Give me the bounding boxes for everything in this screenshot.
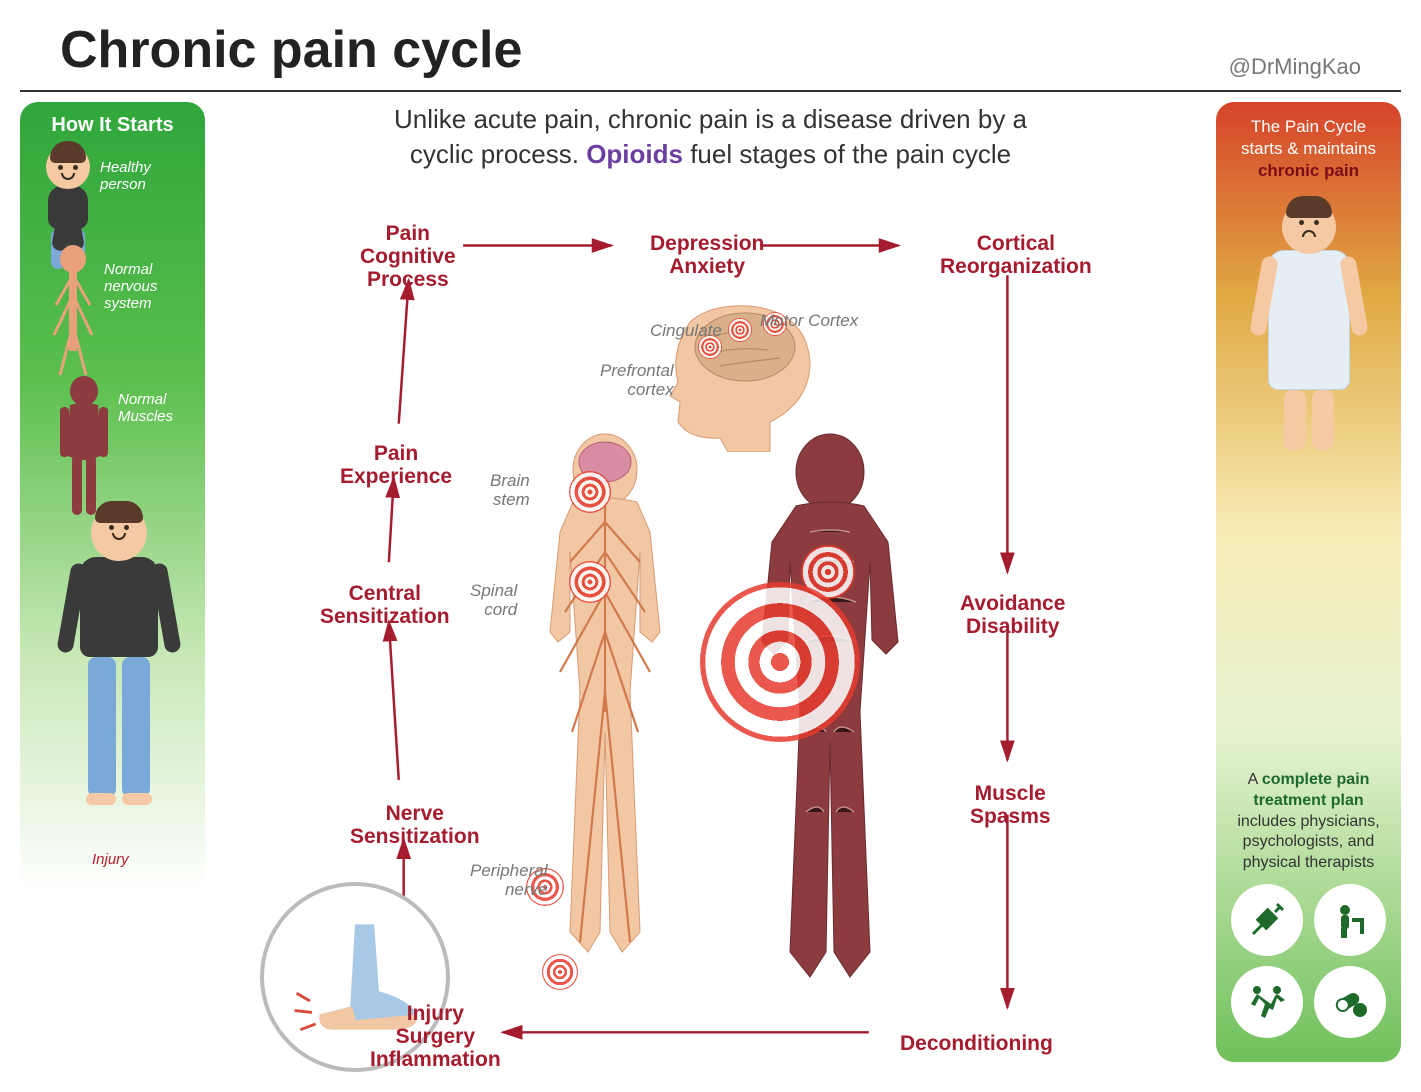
anat-label: Motor Cortex [760,312,858,331]
intro-line2-post: fuel stages of the pain cycle [683,139,1011,169]
figure-patient [1244,200,1374,450]
anat-label: Peripheralnerve [470,862,548,899]
right-top-line1: The Pain Cycle starts & maintains [1241,117,1376,158]
left-label-nervous: Normal nervous system [104,261,193,312]
right-top-text: The Pain Cycle starts & maintains chroni… [1230,116,1387,182]
left-panel-how-it-starts: How It Starts Healthy person Normal nerv… [20,102,205,892]
anat-label: Prefrontalcortex [600,362,674,399]
right-panel: The Pain Cycle starts & maintains chroni… [1216,102,1401,1062]
header: Chronic pain cycle @DrMingKao [20,0,1401,92]
cycle-node-central: CentralSensitization [320,582,450,628]
right-bottom-text: A complete pain treatment plan includes … [1230,770,1387,1048]
intro-line2-pre: cyclic process. [410,139,586,169]
page-title: Chronic pain cycle [60,20,522,80]
content-area: How It Starts Healthy person Normal nerv… [0,92,1421,1072]
left-label-muscles: Normal Muscles [118,391,193,425]
pain-target [542,954,578,990]
intro-line1: Unlike acute pain, chronic pain is a dis… [394,104,1027,134]
therapy-icon [1314,884,1386,956]
treatment-icon-grid [1230,884,1387,1038]
cycle-node-nerve: NerveSensitization [350,802,480,848]
cycle-node-experience: PainExperience [340,442,452,488]
intro-text: Unlike acute pain, chronic pain is a dis… [220,102,1201,172]
intro-accent: Opioids [586,139,683,169]
rb-pre: A [1248,771,1262,788]
rb-post: includes physicians, psychologists, and … [1237,813,1379,872]
right-top-accent: chronic pain [1258,161,1359,180]
author-handle: @DrMingKao [1229,54,1361,80]
cycle-node-cortical: CorticalReorganization [940,232,1092,278]
anat-label: Spinalcord [470,582,517,619]
cycle-node-decond: Deconditioning [900,1032,1053,1055]
rb-bold: complete pain treatment plan [1253,771,1369,809]
cycle-node-injury: InjurySurgeryInflammation [370,1002,501,1071]
cycle-node-depression: DepressionAnxiety [650,232,764,278]
pain-target [569,561,611,603]
anat-label: Brainstem [490,472,530,509]
left-panel-title: How It Starts [32,114,193,137]
center-diagram: Unlike acute pain, chronic pain is a dis… [220,102,1201,1062]
pain-target [728,318,752,342]
figure-nervous-small [46,245,100,385]
syringe-icon [1231,884,1303,956]
left-label-healthy: Healthy person [100,159,193,193]
pain-target [700,582,860,742]
figure-healthy-large [54,505,184,805]
cycle-node-spasms: MuscleSpasms [970,782,1051,828]
exercise-icon [1231,966,1303,1038]
cycle-node-cognitive: PainCognitiveProcess [360,222,456,291]
pain-target [569,471,611,513]
pills-icon [1314,966,1386,1038]
left-label-injury: Injury [92,851,129,868]
anat-label: Cingulate [650,322,722,341]
cycle-node-avoidance: AvoidanceDisability [960,592,1065,638]
